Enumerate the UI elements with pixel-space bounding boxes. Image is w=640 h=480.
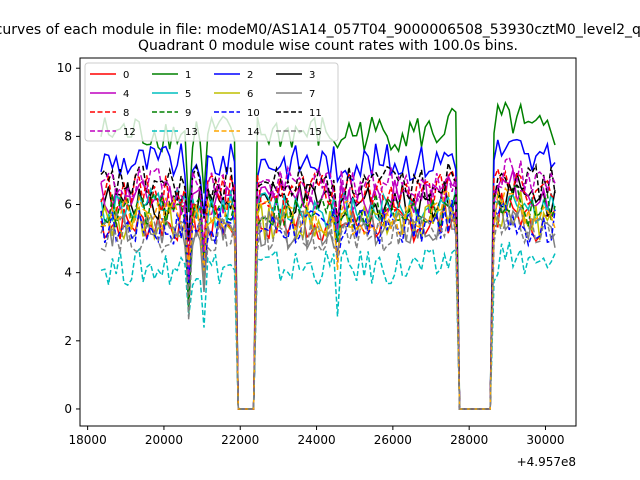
chart-title: Quadrant 0 module wise count rates with … — [138, 38, 518, 54]
series-line-10 — [100, 199, 556, 410]
legend-label-15: 15 — [309, 127, 322, 138]
x-axis: 18000 20000 22000 24000 26000 28000 30000 — [69, 426, 565, 447]
axes-frame — [79, 57, 577, 427]
figure-suptitle: Plotting light curves of each module in … — [0, 22, 640, 38]
legend-label-12: 12 — [123, 127, 136, 138]
legend-label-9: 9 — [185, 108, 191, 119]
series-layer — [100, 100, 556, 410]
legend-label-6: 6 — [247, 89, 253, 100]
y-tick-label: 8 — [64, 129, 72, 143]
legend-label-4: 4 — [123, 89, 129, 100]
series-line-15 — [100, 211, 556, 410]
x-tick-label: 22000 — [221, 433, 259, 447]
x-tick-label: 24000 — [297, 433, 335, 447]
series-line-13 — [100, 241, 556, 410]
legend-label-2: 2 — [247, 70, 253, 81]
legend-label-1: 1 — [185, 70, 191, 81]
y-tick-label: 0 — [64, 402, 72, 416]
x-tick-label: 20000 — [145, 433, 183, 447]
legend-label-3: 3 — [309, 70, 315, 81]
x-tick-label: 28000 — [450, 433, 488, 447]
legend-label-10: 10 — [247, 108, 260, 119]
y-tick-label: 4 — [64, 266, 72, 280]
legend-frame — [84, 62, 339, 142]
y-tick-label: 2 — [64, 334, 72, 348]
legend-label-14: 14 — [247, 127, 260, 138]
y-axis: 0 2 4 6 8 10 — [57, 61, 80, 416]
legend-label-7: 7 — [309, 89, 315, 100]
legend-label-13: 13 — [185, 127, 198, 138]
x-tick-label: 30000 — [526, 433, 564, 447]
x-tick-label: 26000 — [374, 433, 412, 447]
x-offset-label: +4.957e8 — [517, 455, 576, 469]
y-tick-label: 10 — [57, 61, 72, 75]
legend-label-0: 0 — [123, 70, 129, 81]
legend-label-11: 11 — [309, 108, 322, 119]
y-tick-label: 6 — [64, 198, 72, 212]
x-tick-label: 18000 — [69, 433, 107, 447]
legend-label-5: 5 — [185, 89, 191, 100]
series-line-12 — [100, 156, 556, 410]
legend-label-8: 8 — [123, 108, 129, 119]
